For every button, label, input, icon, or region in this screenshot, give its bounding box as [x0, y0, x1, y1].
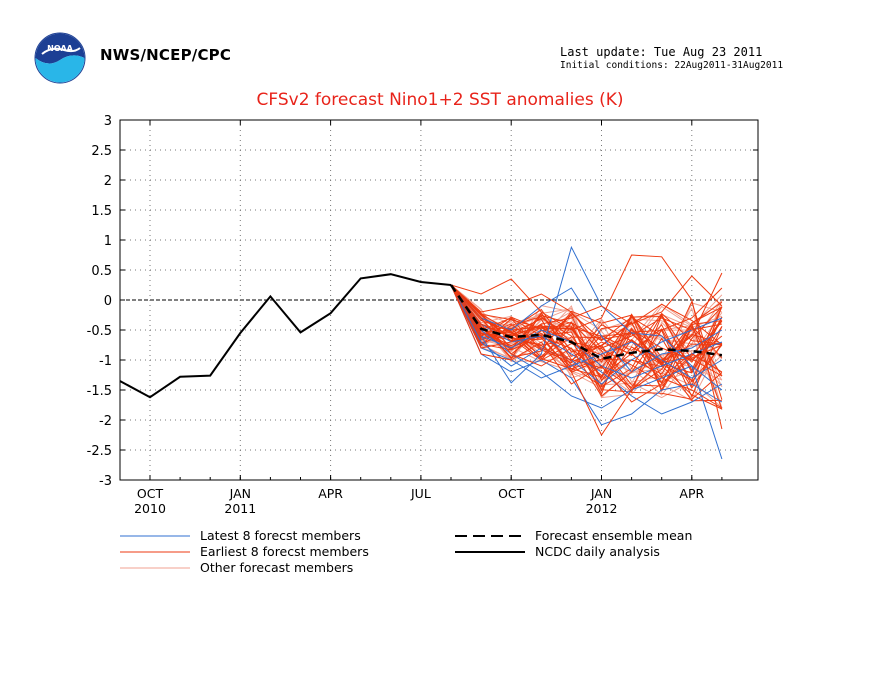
x-tick-label: JAN: [229, 486, 251, 501]
other-member-line: [450, 284, 722, 390]
latest-member-line: [450, 284, 723, 379]
y-tick-label: 2: [104, 174, 112, 189]
y-tick-label: -2: [99, 414, 112, 429]
y-tick-label: -1: [99, 354, 112, 369]
earliest-member-line: [450, 284, 722, 349]
legend-mean-label: Forecast ensemble mean: [535, 528, 692, 543]
x-tick-label: APR: [679, 486, 704, 501]
x-tick-label: APR: [318, 486, 343, 501]
earliest-member-line: [450, 254, 723, 430]
latest-member-line: [450, 284, 723, 426]
legend-latest-label: Latest 8 forecst members: [200, 528, 361, 543]
x-tick-year-label: 2011: [224, 501, 256, 516]
x-tick-year-label: 2012: [586, 501, 618, 516]
x-tick-label: OCT: [137, 486, 164, 501]
earliest-member-spread-line: [450, 284, 722, 363]
y-tick-label: -2.5: [87, 444, 112, 459]
ensemble-mean-line: [449, 284, 723, 361]
earliest-member-line: [450, 272, 723, 437]
earliest-member-spread-line: [450, 284, 723, 373]
y-tick-label: 3: [104, 114, 112, 129]
noaa-logo: NOAA: [34, 32, 86, 84]
y-tick-label: 1: [104, 234, 112, 249]
y-tick-label: 1.5: [91, 204, 112, 219]
y-tick-label: 0: [104, 294, 112, 309]
x-tick-year-label: 2010: [134, 501, 166, 516]
legend-observed-label: NCDC daily analysis: [535, 544, 660, 559]
y-tick-label: -1.5: [87, 384, 112, 399]
y-tick-label: -3: [99, 474, 112, 489]
y-tick-label: 2.5: [91, 144, 112, 159]
noaa-logo-text: NOAA: [47, 44, 73, 53]
org-label: NWS/NCEP/CPC: [100, 46, 232, 64]
last-update: Last update: Tue Aug 23 2011: [560, 45, 763, 59]
y-tick-label: 0.5: [91, 264, 112, 279]
initial-conditions: Initial conditions: 22Aug2011-31Aug2011: [560, 60, 784, 71]
earliest-member-line: [450, 284, 723, 403]
x-tick-label: JAN: [590, 486, 612, 501]
x-tick-label: OCT: [498, 486, 525, 501]
observed-line: [119, 273, 452, 399]
x-tick-label: JUL: [410, 486, 431, 501]
earliest-member-spread-line: [450, 284, 723, 400]
chart-title: CFSv2 forecast Nino1+2 SST anomalies (K): [256, 90, 624, 110]
legend-earliest-label: Earliest 8 forecst members: [200, 544, 369, 559]
earliest-member-line: [450, 284, 723, 379]
earliest-member-spread-line: [450, 284, 723, 364]
legend-other-label: Other forecast members: [200, 560, 353, 575]
y-tick-label: -0.5: [87, 324, 112, 339]
earliest-member-line: [450, 275, 723, 349]
